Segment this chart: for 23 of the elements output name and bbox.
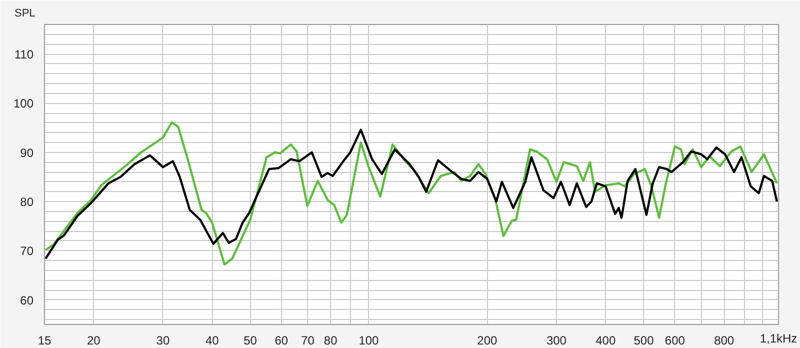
x-tick-label: 20 (86, 334, 101, 348)
x-tick-label: 400 (596, 334, 616, 348)
y-tick-label: 100 (13, 96, 34, 111)
x-tick-label: 40 (205, 334, 220, 348)
x-tick-label: 50 (244, 334, 258, 348)
x-tick-label: 70 (301, 334, 315, 348)
x-axis-title: 1,1kHz (760, 332, 798, 346)
x-tick-label: 15 (38, 334, 52, 348)
x-tick-label: 80 (324, 334, 338, 348)
y-tick-label: 60 (20, 293, 34, 308)
y-tick-label: 90 (20, 146, 34, 160)
y-axis-title: SPL (14, 8, 36, 20)
x-tick-label: 500 (634, 334, 654, 348)
x-tick-label: 800 (714, 334, 734, 348)
x-tick-label: 600 (664, 334, 686, 348)
y-tick-label: 80 (20, 195, 34, 210)
y-tick-label: 70 (20, 244, 34, 258)
x-tick-label: 100 (358, 334, 380, 348)
x-tick-label: 60 (274, 334, 288, 348)
y-tick-label: 110 (14, 48, 34, 62)
x-tick-label: 30 (156, 334, 170, 348)
x-tick-label: 300 (546, 334, 567, 348)
x-tick-label: 200 (477, 334, 498, 348)
